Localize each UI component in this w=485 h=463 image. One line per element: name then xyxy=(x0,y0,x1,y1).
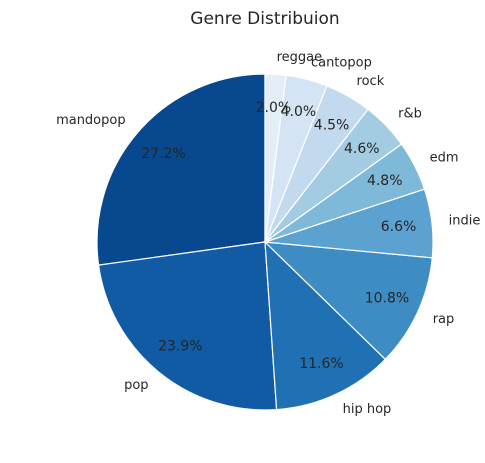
slice-mandopop xyxy=(96,73,266,266)
slice-percent-pop: 23.9% xyxy=(158,338,202,354)
pie-slices xyxy=(96,73,434,411)
slice-percent-reggae: 2.0% xyxy=(256,100,292,116)
slice-label-rap: rap xyxy=(433,312,455,327)
pie-labels: mandopop 27.2% pop 23.9% hip hop 11.6% rap 10.8… xyxy=(56,50,480,417)
slice-percent-rock: 4.5% xyxy=(314,117,350,133)
slice-percent-rap: 10.8% xyxy=(365,290,409,306)
slice-label-reggae: reggae xyxy=(277,50,323,65)
slice-rap xyxy=(263,241,433,361)
slice-percent-indie: 6.6% xyxy=(381,219,417,235)
slice-percent-r-b: 4.6% xyxy=(344,141,380,157)
slice-label-pop: pop xyxy=(124,378,148,393)
slice-label-edm: edm xyxy=(430,151,459,166)
slice-label-rock: rock xyxy=(357,74,385,89)
slice-label-mandopop: mandopop xyxy=(56,113,126,128)
slice-pop xyxy=(97,241,278,411)
slice-label-r-b: r&b xyxy=(398,106,422,121)
slice-percent-hip-hop: 11.6% xyxy=(299,356,343,372)
slice-percent-edm: 4.8% xyxy=(367,173,403,189)
slice-label-hip-hop: hip hop xyxy=(343,402,392,417)
slice-label-indie: indie xyxy=(449,214,481,229)
slice-percent-cantopop: 4.0% xyxy=(281,104,317,120)
slice-label-cantopop: cantopop xyxy=(311,56,372,71)
slice-reggae xyxy=(264,73,287,243)
chart-title: Genre Distribuion xyxy=(190,9,339,29)
slice-hip-hop xyxy=(264,240,387,411)
slice-percent-mandopop: 27.2% xyxy=(141,146,185,162)
